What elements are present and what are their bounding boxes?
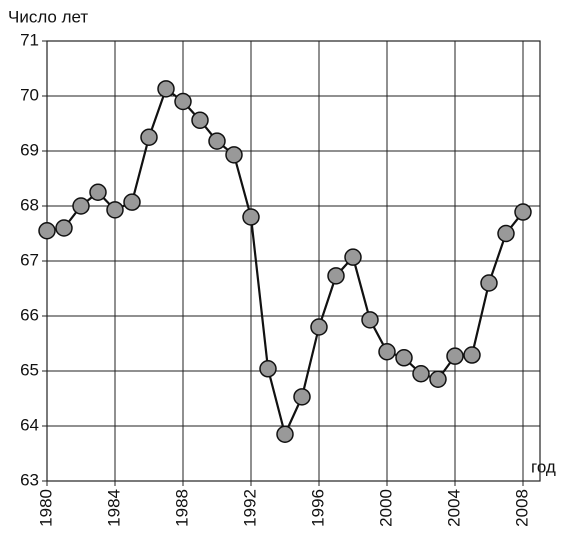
x-tick-label: 2008 — [512, 489, 531, 527]
x-tick-label: 2004 — [444, 489, 463, 527]
x-tick-label: 1984 — [104, 489, 123, 527]
y-tick-label: 70 — [20, 85, 39, 104]
x-tick-label: 1996 — [308, 489, 327, 527]
y-axis-label: Число лет — [8, 7, 88, 26]
marker — [446, 347, 464, 365]
marker — [395, 349, 413, 367]
x-tick-label: 2000 — [376, 489, 395, 527]
y-tick-label: 65 — [20, 360, 39, 379]
marker — [89, 183, 107, 201]
x-axis-label: год — [531, 457, 556, 476]
marker — [242, 208, 260, 226]
marker — [293, 388, 311, 406]
marker — [412, 365, 430, 383]
marker — [344, 248, 362, 266]
marker — [361, 311, 379, 329]
marker — [259, 360, 277, 378]
marker — [55, 219, 73, 237]
marker — [276, 425, 294, 443]
y-tick-label: 67 — [20, 250, 39, 269]
marker — [72, 197, 90, 215]
y-tick-label: 63 — [20, 470, 39, 489]
marker — [174, 92, 192, 111]
marker — [310, 318, 328, 336]
line — [46, 87, 524, 438]
marker — [429, 370, 447, 388]
marker — [157, 80, 175, 98]
y-tick-label: 69 — [20, 140, 39, 159]
y-tick-label: 71 — [20, 30, 39, 49]
marker — [140, 128, 158, 146]
x-tick-label: 1980 — [36, 489, 55, 527]
marker — [327, 267, 345, 285]
x-tick-label: 1992 — [240, 489, 259, 527]
marker — [225, 146, 243, 164]
marker — [497, 224, 515, 243]
marker — [123, 193, 141, 211]
marker — [378, 343, 396, 361]
plot-frame — [46, 40, 541, 482]
marker — [480, 274, 498, 292]
marker — [514, 203, 532, 221]
marker — [106, 201, 124, 219]
y-tick-label: 68 — [20, 195, 39, 214]
marker — [38, 222, 56, 240]
marker — [191, 111, 209, 129]
x-tick-label: 1988 — [172, 489, 191, 527]
y-tick-label: 64 — [20, 415, 39, 434]
y-tick-label: 66 — [20, 305, 39, 324]
marker — [208, 132, 226, 150]
marker — [463, 346, 481, 364]
